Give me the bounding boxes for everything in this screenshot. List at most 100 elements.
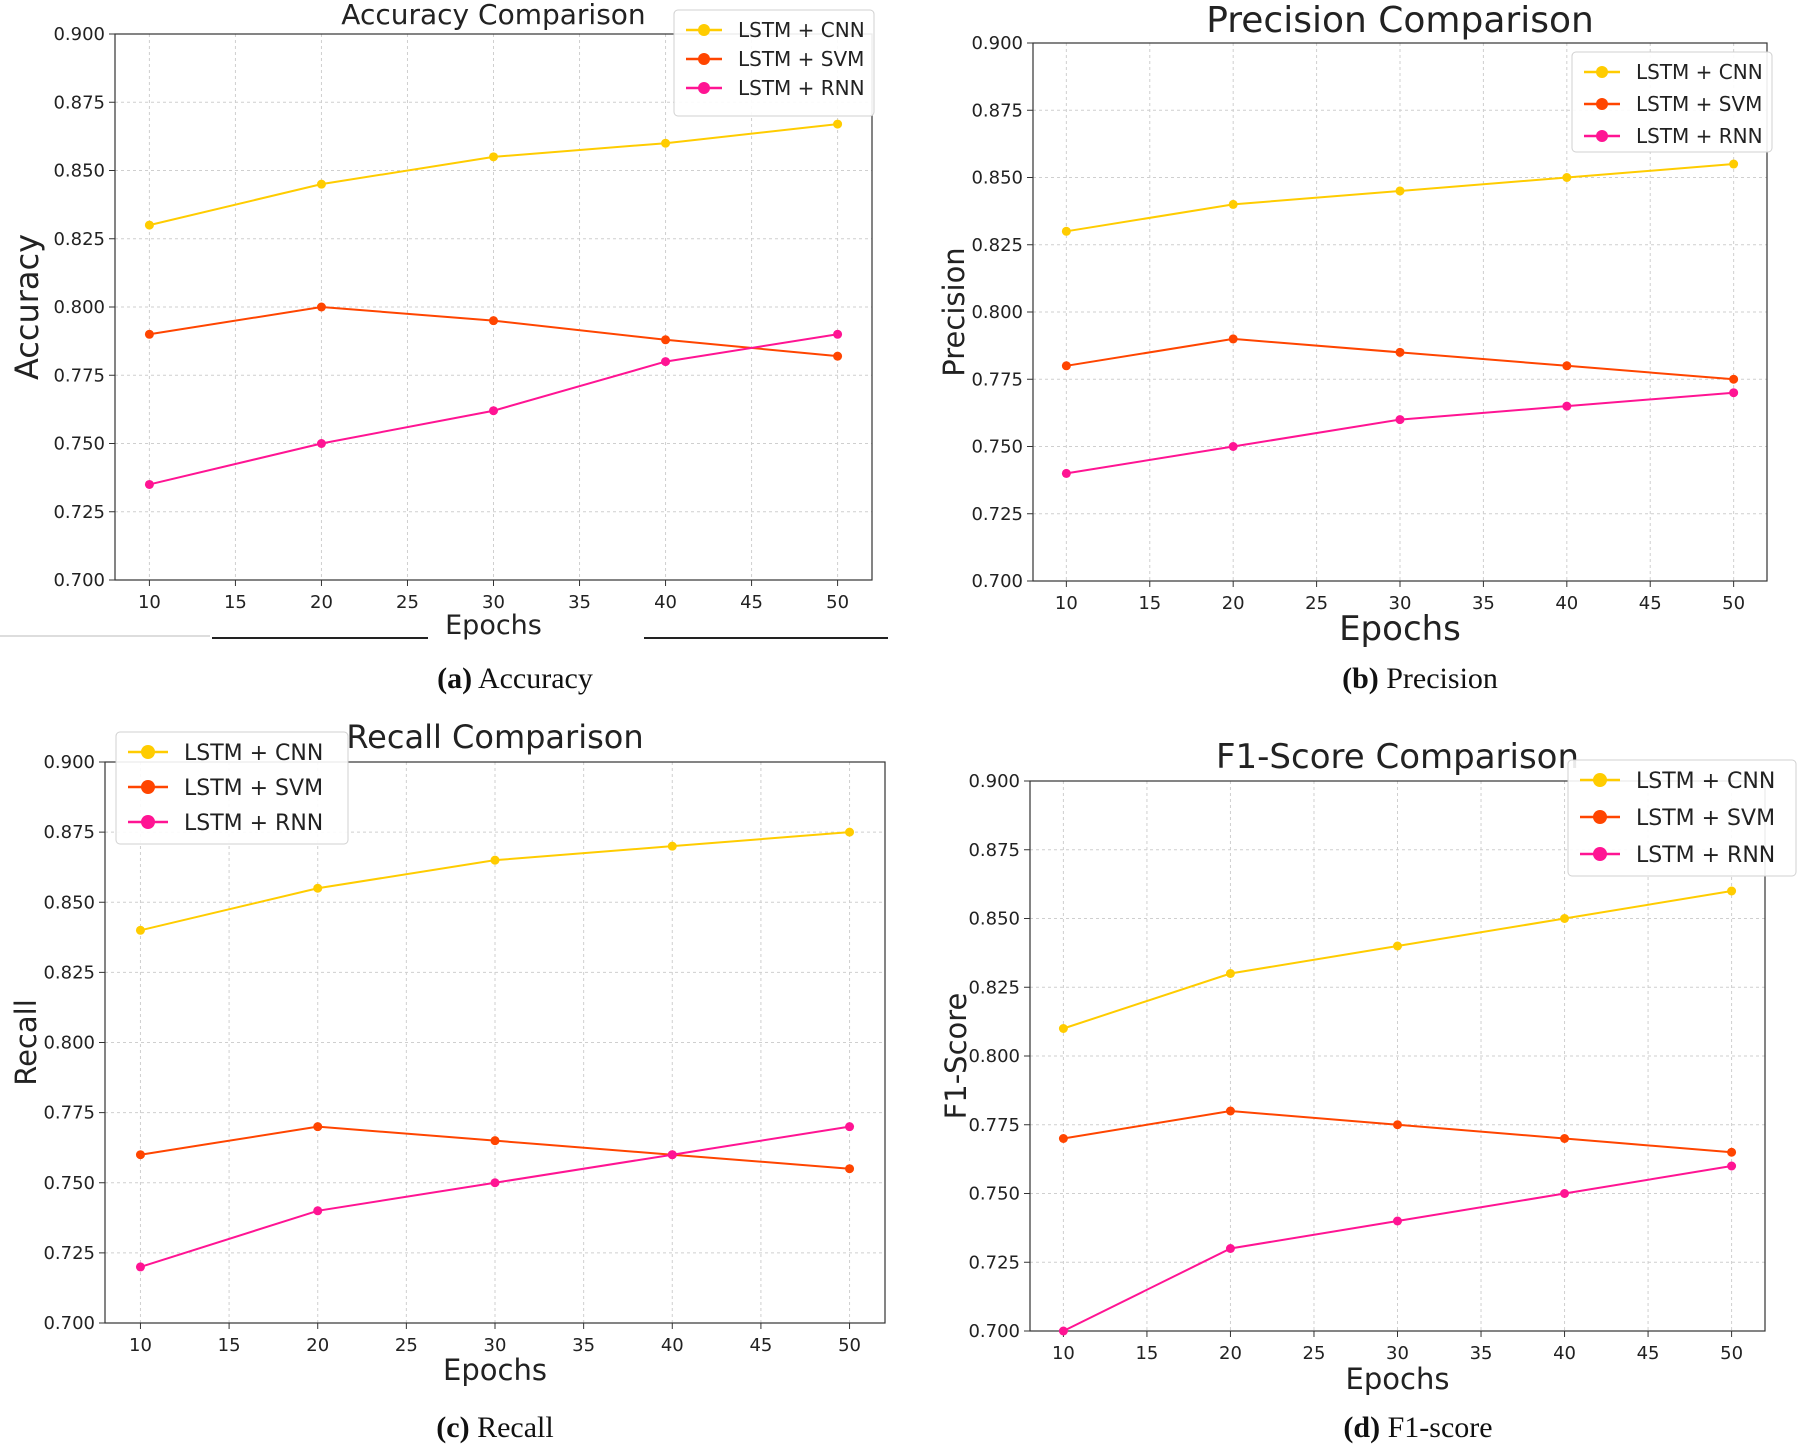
chart-title-a: Accuracy Comparison — [341, 0, 645, 31]
caption-letter-d: (d) — [1343, 1411, 1380, 1444]
data-point-rnn-d — [1560, 1189, 1570, 1198]
legend-marker-svm-a — [698, 53, 710, 65]
y-tick-label-d: 0.725 — [968, 1252, 1020, 1273]
x-tick-label-d: 25 — [1303, 1343, 1326, 1364]
y-tick-label-d: 0.750 — [968, 1184, 1020, 1205]
caption-d: (d) F1-score — [1343, 1411, 1492, 1444]
data-point-cnn-a — [661, 138, 671, 148]
data-point-cnn-c — [490, 855, 500, 865]
data-point-svm-c — [135, 1150, 145, 1160]
data-point-rnn-b — [1562, 401, 1572, 411]
y-tick-label-c: 0.775 — [43, 1103, 95, 1124]
data-point-svm-b — [1562, 361, 1572, 371]
y-tick-label-b: 0.750 — [971, 437, 1023, 458]
legend-label-rnn-b: LSTM + RNN — [1636, 124, 1763, 148]
chart-d: 10 15 20 25 30 35 40 45 50 0.700 0.725 0.750 0.775 0.… — [939, 737, 1797, 1396]
data-point-cnn-a — [489, 152, 498, 162]
x-tick-label-b: 10 — [1055, 593, 1078, 614]
data-point-svm-d — [1393, 1120, 1402, 1130]
data-point-svm-c — [490, 1136, 500, 1146]
legend-label-cnn-c: LSTM + CNN — [184, 741, 323, 766]
data-point-cnn-a — [144, 220, 154, 230]
y-tick-label-b: 0.800 — [971, 302, 1023, 323]
y-tick-label-d: 0.700 — [968, 1321, 1020, 1342]
data-point-rnn-a — [316, 439, 326, 448]
x-axis-label-b: Epochs — [1339, 609, 1461, 649]
caption-c: (c) Recall — [436, 1411, 553, 1444]
x-tick-label-b: 40 — [1555, 593, 1578, 614]
data-point-rnn-a — [661, 357, 671, 367]
data-point-svm-c — [845, 1164, 855, 1174]
x-axis-label-c: Epochs — [443, 1353, 547, 1387]
x-tick-label-c: 45 — [749, 1335, 772, 1356]
caption-text-d: F1-score — [1380, 1411, 1492, 1444]
legend-marker-svm-b — [1596, 98, 1608, 110]
chart-b: 10 15 20 25 30 35 40 45 50 0.700 0.725 0.750 0.775 0.… — [937, 0, 1773, 649]
x-tick-label-c: 40 — [661, 1335, 684, 1356]
data-point-rnn-c — [490, 1178, 500, 1188]
data-point-svm-d — [1727, 1147, 1737, 1157]
y-tick-label-a: 0.750 — [53, 434, 105, 455]
data-point-cnn-d — [1393, 941, 1402, 951]
data-point-rnn-d — [1393, 1216, 1402, 1226]
data-point-svm-a — [316, 302, 326, 312]
y-tick-label-c: 0.850 — [43, 892, 95, 913]
legend-marker-cnn-b — [1596, 66, 1608, 78]
x-tick-label-d: 35 — [1470, 1343, 1493, 1364]
data-point-cnn-a — [833, 119, 843, 129]
y-tick-label-c: 0.875 — [43, 822, 95, 843]
x-tick-label-a: 15 — [224, 592, 247, 613]
legend-label-svm-a: LSTM + SVM — [738, 47, 864, 71]
legend-label-cnn-d: LSTM + CNN — [1636, 769, 1775, 794]
y-tick-label-c: 0.900 — [43, 752, 95, 773]
y-tick-label-b: 0.775 — [971, 369, 1023, 390]
y-tick-label-d: 0.850 — [968, 909, 1020, 930]
data-point-rnn-b — [1228, 442, 1238, 451]
x-tick-label-a: 30 — [482, 592, 505, 613]
x-tick-label-c: 35 — [572, 1335, 595, 1356]
y-tick-label-d: 0.900 — [968, 771, 1020, 792]
y-tick-label-d: 0.800 — [968, 1046, 1020, 1067]
caption-text-c: Recall — [470, 1411, 554, 1444]
x-tick-label-c: 25 — [395, 1335, 418, 1356]
legend-label-rnn-d: LSTM + RNN — [1636, 843, 1775, 868]
legend-marker-cnn-a — [698, 24, 710, 36]
data-point-svm-a — [833, 351, 843, 361]
legend-label-svm-c: LSTM + SVM — [184, 776, 323, 801]
x-tick-label-b: 30 — [1389, 593, 1412, 614]
data-point-rnn-a — [833, 329, 843, 339]
y-axis-label-a: Accuracy — [8, 234, 46, 380]
x-tick-label-b: 15 — [1138, 593, 1161, 614]
data-point-cnn-a — [316, 179, 326, 189]
legend-marker-rnn-d — [1593, 847, 1607, 861]
x-tick-label-a: 25 — [396, 592, 419, 613]
caption-text-a: Accuracy — [472, 662, 593, 695]
legend-label-cnn-b: LSTM + CNN — [1636, 60, 1763, 84]
caption-letter-c: (c) — [436, 1411, 469, 1444]
y-tick-label-c: 0.750 — [43, 1173, 95, 1194]
data-point-rnn-a — [144, 479, 154, 489]
y-tick-label-c: 0.800 — [43, 1033, 95, 1054]
chart-a: 10 15 20 25 30 35 40 45 50 0.700 0.725 0.750 0.775 0.… — [8, 0, 875, 641]
data-point-svm-c — [313, 1122, 323, 1132]
x-tick-label-d: 30 — [1386, 1343, 1409, 1364]
x-tick-label-d: 50 — [1720, 1343, 1743, 1364]
y-axis-label-d: F1-Score — [939, 993, 973, 1120]
y-tick-label-a: 0.800 — [53, 297, 105, 318]
x-axis-label-a: Epochs — [445, 610, 542, 641]
legend-label-cnn-a: LSTM + CNN — [738, 18, 865, 42]
data-point-rnn-d — [1225, 1244, 1235, 1253]
x-tick-label-d: 40 — [1553, 1343, 1576, 1364]
data-point-rnn-b — [1061, 468, 1071, 478]
data-point-svm-b — [1395, 347, 1405, 357]
caption-letter-a: (a) — [437, 662, 472, 695]
legend-marker-svm-c — [141, 780, 155, 794]
data-point-svm-a — [661, 335, 671, 345]
data-point-svm-d — [1058, 1134, 1068, 1143]
data-point-svm-b — [1228, 334, 1238, 344]
x-tick-label-c: 30 — [484, 1335, 507, 1356]
series-line-cnn-d — [1063, 890, 1732, 1030]
chart-title-c: Recall Comparison — [346, 718, 643, 756]
caption-b: (b) Precision — [1342, 662, 1498, 695]
